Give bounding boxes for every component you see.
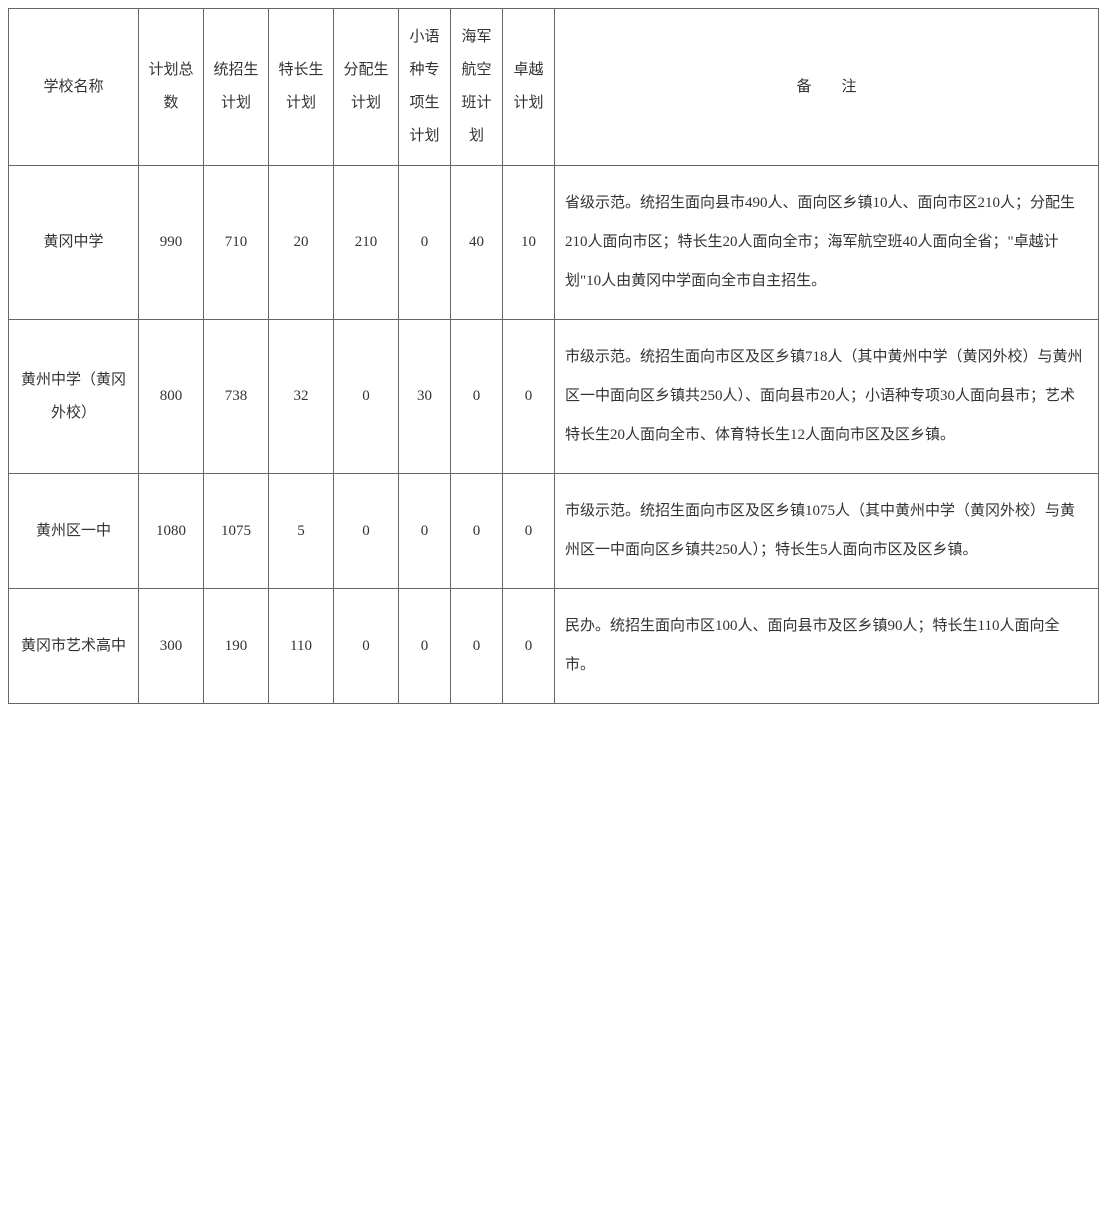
cell-allocation: 0 [334,320,399,474]
header-excellence: 卓越计划 [503,9,555,166]
header-row: 学校名称 计划总数 统招生计划 特长生计划 分配生计划 小语种专项生计划 海军航… [9,9,1099,166]
table-row: 黄州区一中1080107550000市级示范。统招生面向市区及区乡镇1075人（… [9,474,1099,589]
cell-navy: 40 [451,166,503,320]
cell-total: 800 [139,320,204,474]
cell-navy: 0 [451,474,503,589]
cell-remarks: 省级示范。统招生面向县市490人、面向区乡镇10人、面向市区210人；分配生21… [555,166,1099,320]
cell-navy: 0 [451,589,503,704]
header-general: 统招生计划 [204,9,269,166]
cell-excellence: 10 [503,166,555,320]
cell-specialty: 32 [269,320,334,474]
cell-school: 黄州中学（黄冈外校） [9,320,139,474]
cell-navy: 0 [451,320,503,474]
cell-minor_lang: 0 [399,589,451,704]
cell-general: 738 [204,320,269,474]
table-header: 学校名称 计划总数 统招生计划 特长生计划 分配生计划 小语种专项生计划 海军航… [9,9,1099,166]
cell-remarks: 民办。统招生面向市区100人、面向县市及区乡镇90人；特长生110人面向全市。 [555,589,1099,704]
header-specialty: 特长生计划 [269,9,334,166]
cell-specialty: 110 [269,589,334,704]
cell-excellence: 0 [503,320,555,474]
header-minor-lang: 小语种专项生计划 [399,9,451,166]
header-navy: 海军航空班计划 [451,9,503,166]
header-remarks: 备 注 [555,9,1099,166]
table-body: 黄冈中学9907102021004010省级示范。统招生面向县市490人、面向区… [9,166,1099,704]
header-allocation: 分配生计划 [334,9,399,166]
cell-minor_lang: 0 [399,166,451,320]
cell-remarks: 市级示范。统招生面向市区及区乡镇718人（其中黄州中学（黄冈外校）与黄州区一中面… [555,320,1099,474]
cell-specialty: 20 [269,166,334,320]
cell-total: 1080 [139,474,204,589]
cell-school: 黄冈中学 [9,166,139,320]
cell-allocation: 0 [334,474,399,589]
table-row: 黄冈市艺术高中3001901100000民办。统招生面向市区100人、面向县市及… [9,589,1099,704]
cell-minor_lang: 30 [399,320,451,474]
cell-allocation: 210 [334,166,399,320]
cell-general: 1075 [204,474,269,589]
table-row: 黄冈中学9907102021004010省级示范。统招生面向县市490人、面向区… [9,166,1099,320]
cell-general: 710 [204,166,269,320]
cell-school: 黄州区一中 [9,474,139,589]
header-total: 计划总数 [139,9,204,166]
cell-remarks: 市级示范。统招生面向市区及区乡镇1075人（其中黄州中学（黄冈外校）与黄州区一中… [555,474,1099,589]
cell-specialty: 5 [269,474,334,589]
cell-general: 190 [204,589,269,704]
enrollment-plan-table: 学校名称 计划总数 统招生计划 特长生计划 分配生计划 小语种专项生计划 海军航… [8,8,1099,704]
header-school: 学校名称 [9,9,139,166]
cell-excellence: 0 [503,474,555,589]
cell-total: 300 [139,589,204,704]
cell-total: 990 [139,166,204,320]
cell-school: 黄冈市艺术高中 [9,589,139,704]
cell-allocation: 0 [334,589,399,704]
table-row: 黄州中学（黄冈外校）8007383203000市级示范。统招生面向市区及区乡镇7… [9,320,1099,474]
cell-excellence: 0 [503,589,555,704]
cell-minor_lang: 0 [399,474,451,589]
